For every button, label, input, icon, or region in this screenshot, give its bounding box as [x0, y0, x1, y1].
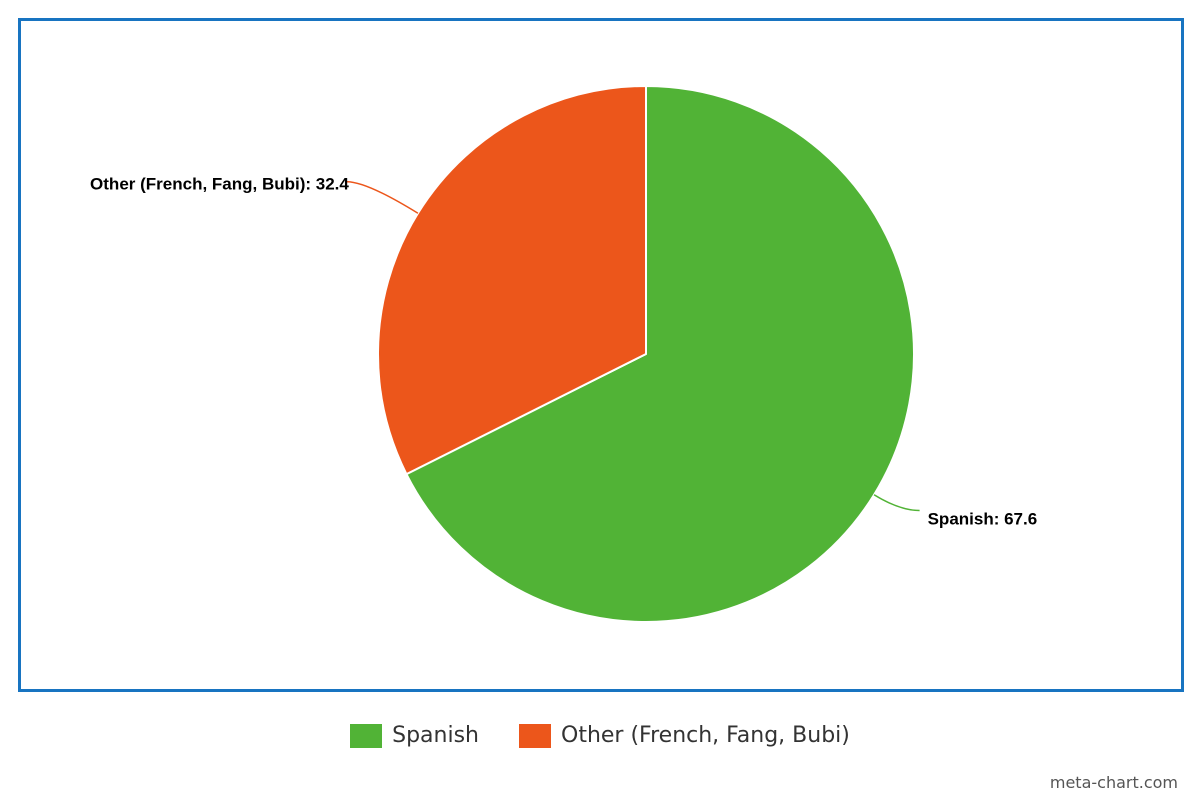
legend: Spanish Other (French, Fang, Bubi) — [0, 723, 1200, 748]
data-label-other: Other (French, Fang, Bubi): 32.4 — [90, 175, 349, 194]
data-label-spanish: Spanish: 67.6 — [928, 510, 1038, 529]
legend-swatch-spanish — [350, 723, 383, 748]
legend-item-other[interactable]: Other (French, Fang, Bubi) — [519, 723, 850, 748]
pie-slice-other[interactable] — [377, 85, 647, 476]
credit-link[interactable]: meta-chart.com — [1049, 773, 1178, 792]
pie-slices — [377, 85, 915, 623]
legend-label-spanish: Spanish — [392, 723, 479, 748]
legend-swatch-other — [519, 723, 551, 748]
connector-line-other — [346, 180, 419, 214]
legend-label-other: Other (French, Fang, Bubi) — [561, 723, 850, 748]
pie-labels: Spanish: 67.6 Other (French, Fang, Bubi):… — [90, 175, 1037, 529]
connector-line-spanish — [873, 494, 920, 512]
legend-item-spanish[interactable]: Spanish — [350, 723, 479, 748]
